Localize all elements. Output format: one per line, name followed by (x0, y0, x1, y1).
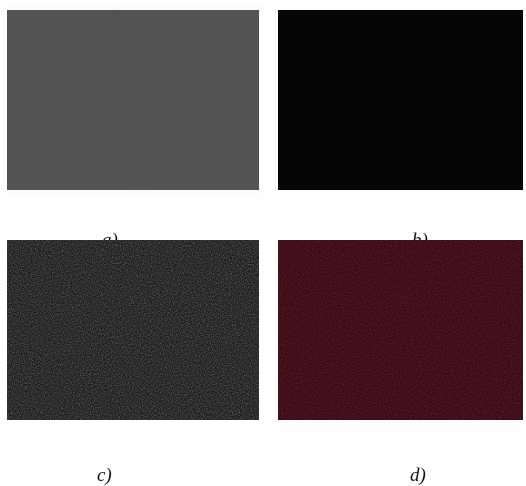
panel-image (278, 240, 523, 420)
caption: c) (97, 465, 112, 486)
page: a) b) c) d) (() => { const data = JSON.p… (0, 0, 526, 486)
organ (65, 94, 100, 124)
background (278, 10, 523, 190)
noise (278, 240, 523, 420)
organ (156, 94, 191, 124)
spinal-canal (120, 136, 145, 161)
anatomy (26, 21, 239, 178)
panel-image (278, 10, 523, 190)
panel-image (7, 10, 259, 190)
organ (123, 59, 143, 76)
organ (176, 132, 206, 158)
noise (7, 240, 259, 420)
organ (95, 64, 120, 86)
panels (7, 10, 523, 420)
organ (60, 132, 90, 158)
caption: d) (410, 465, 426, 486)
panel-image (7, 240, 259, 420)
figure: a) b) c) d) (0, 0, 526, 486)
